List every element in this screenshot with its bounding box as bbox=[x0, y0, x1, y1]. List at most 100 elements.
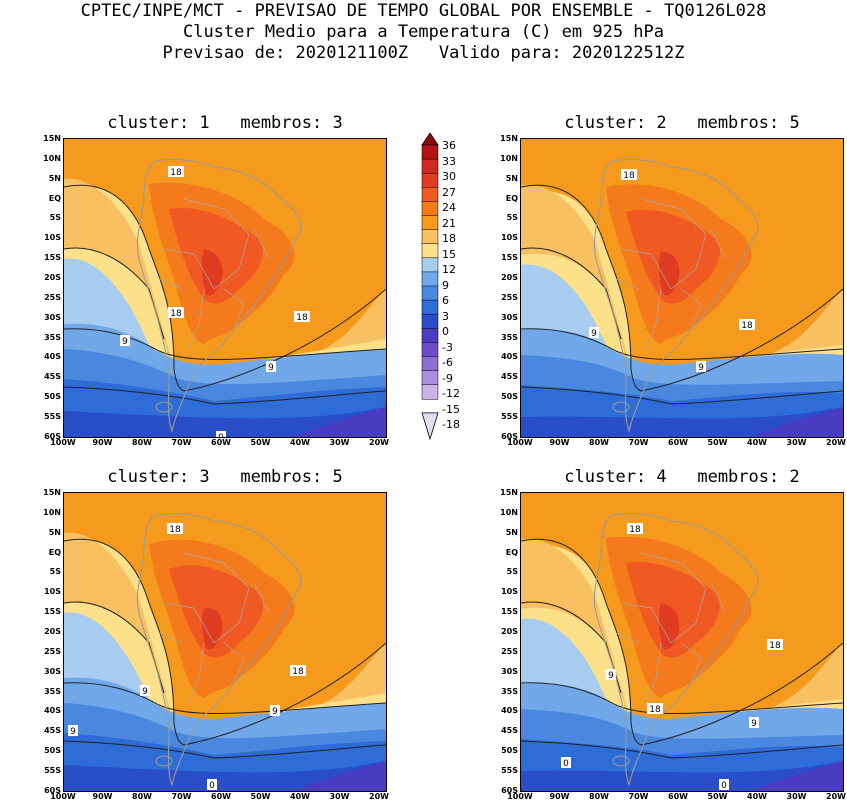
lon-label: 80W bbox=[132, 438, 152, 447]
temperature-band bbox=[751, 761, 843, 791]
contour-label-text: 9 bbox=[268, 363, 274, 373]
lat-label: 5N bbox=[505, 527, 518, 537]
lon-label: 70W bbox=[628, 792, 649, 801]
lat-label: 45S bbox=[501, 372, 518, 382]
contour-label: 18 bbox=[168, 307, 184, 319]
colorbar-level: 30 bbox=[442, 170, 456, 183]
country-border bbox=[163, 602, 215, 644]
colorbar-swatch bbox=[421, 342, 439, 358]
colorbar-swatch bbox=[421, 257, 439, 273]
isotherm-line bbox=[64, 386, 386, 405]
lon-label: 90W bbox=[92, 438, 113, 447]
temperature-band bbox=[521, 761, 843, 791]
contour-label-text: 18 bbox=[170, 309, 182, 319]
lon-label: 40W bbox=[290, 438, 310, 447]
country-border bbox=[615, 278, 640, 290]
contour-label-text: 18 bbox=[629, 525, 641, 535]
lat-label: 15S bbox=[44, 607, 61, 617]
contour-label: 9 bbox=[140, 685, 150, 697]
lon-label: 40W bbox=[747, 438, 767, 447]
contour-label-text: 18 bbox=[169, 525, 181, 535]
lat-label: 50S bbox=[44, 746, 61, 756]
lon-label: 60W bbox=[668, 438, 688, 447]
contour-label-box bbox=[767, 639, 783, 650]
lat-label: 25S bbox=[44, 646, 61, 656]
lat-label: 15S bbox=[501, 607, 518, 617]
header-line-3: Previsao de: 2020121100Z Valido para: 20… bbox=[162, 43, 685, 63]
lat-label: 5S bbox=[49, 213, 61, 223]
colorbar-level: 36 bbox=[442, 139, 456, 152]
lat-label: 60S bbox=[44, 785, 61, 795]
contour-label-text: 0 bbox=[721, 781, 727, 791]
colorbar-level: -18 bbox=[442, 418, 460, 431]
lat-label: EQ bbox=[48, 547, 61, 557]
contour-label-box bbox=[621, 169, 637, 180]
colorbar-swatch bbox=[421, 229, 439, 245]
temperature-band bbox=[64, 761, 386, 791]
contour-label: 18 bbox=[168, 166, 184, 178]
map-panel-4: 18 18 18 9 9 0 0 bbox=[520, 492, 844, 792]
country-border bbox=[158, 278, 183, 290]
lat-label: 30S bbox=[501, 666, 518, 676]
panel-title-2: cluster: 2 membros: 5 bbox=[564, 113, 800, 133]
contour-label: 0 bbox=[207, 779, 217, 791]
contour-label-text: 9 bbox=[122, 337, 128, 347]
colorbar-level: 24 bbox=[442, 201, 456, 214]
colorbar-level: 12 bbox=[442, 263, 456, 276]
contour-label-box bbox=[696, 361, 706, 372]
lat-label: 10N bbox=[43, 153, 61, 163]
lon-label: 70W bbox=[171, 438, 192, 447]
colorbar-swatch bbox=[421, 133, 439, 146]
lon-label: 20W bbox=[369, 792, 389, 801]
lat-label: 55S bbox=[44, 411, 61, 421]
lat-label: 55S bbox=[501, 411, 518, 421]
lat-label: 35S bbox=[44, 332, 61, 342]
lon-label: 20W bbox=[369, 438, 389, 447]
colorbar-swatch bbox=[421, 271, 439, 287]
contour-label: 18 bbox=[739, 319, 755, 331]
map-panel-3: 18 18 9 9 9 0 bbox=[63, 492, 387, 792]
contour-label-box bbox=[270, 705, 280, 716]
lon-label: 100W bbox=[507, 438, 533, 447]
contour-label: 18 bbox=[294, 311, 310, 323]
contour-label: 9 bbox=[270, 705, 280, 717]
lon-label: 40W bbox=[290, 792, 310, 801]
contour-label: 9 bbox=[696, 361, 706, 373]
lon-label: 90W bbox=[549, 438, 570, 447]
lat-label: 50S bbox=[44, 392, 61, 402]
lat-label: 40S bbox=[501, 706, 518, 716]
lat-label: 15S bbox=[501, 253, 518, 263]
contour-label-text: 18 bbox=[649, 705, 661, 715]
map-panel-2: 18 18 9 9 bbox=[520, 138, 844, 438]
lon-label: 100W bbox=[50, 792, 76, 801]
country-border bbox=[620, 248, 672, 290]
colorbar-swatch bbox=[421, 412, 439, 441]
lat-label: 10S bbox=[44, 233, 61, 243]
colorbar-level: -6 bbox=[442, 356, 453, 369]
colorbar-swatch bbox=[421, 285, 439, 301]
isotherm-line bbox=[521, 247, 622, 340]
lat-label: 30S bbox=[44, 666, 61, 676]
colorbar-swatch bbox=[421, 356, 439, 372]
country-border bbox=[163, 248, 215, 290]
isotherm-line bbox=[521, 740, 843, 759]
contour-label-box bbox=[294, 311, 310, 322]
colorbar-level: -15 bbox=[442, 402, 460, 416]
lat-label: 55S bbox=[501, 765, 518, 775]
contour-label: 18 bbox=[767, 639, 783, 651]
colorbar-swatch bbox=[421, 201, 439, 217]
colorbar-level: 0 bbox=[442, 325, 449, 338]
isotherm-line bbox=[521, 682, 843, 715]
island-outline bbox=[155, 401, 173, 413]
lat-label: 10N bbox=[43, 507, 61, 517]
lat-label: 25S bbox=[501, 292, 518, 302]
lat-label: 35S bbox=[44, 686, 61, 696]
warm-core-band bbox=[658, 251, 680, 296]
lat-label: 45S bbox=[44, 372, 61, 382]
lat-label: 45S bbox=[44, 726, 61, 736]
colorbar-level: 27 bbox=[442, 185, 456, 199]
colorbar-level: 18 bbox=[442, 232, 456, 245]
contour-label: 9 bbox=[120, 335, 130, 347]
isotherm-line bbox=[521, 184, 843, 392]
country-border bbox=[645, 288, 662, 350]
